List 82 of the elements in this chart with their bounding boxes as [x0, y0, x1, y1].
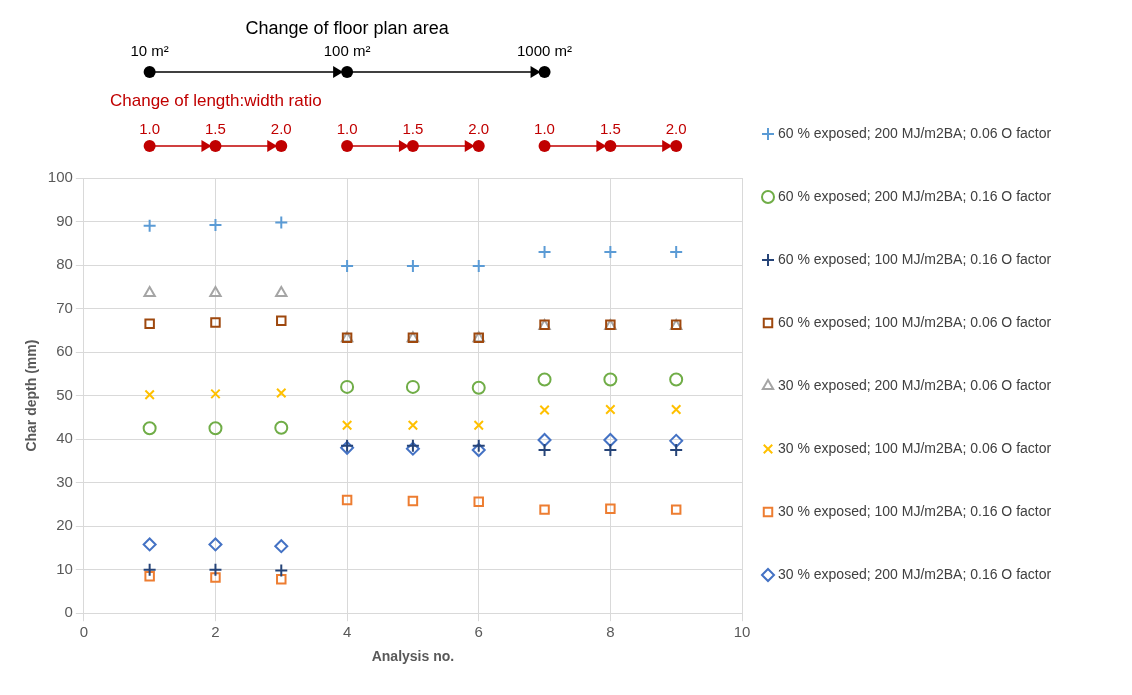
point	[144, 389, 155, 400]
legend-label: 60 % exposed; 100 MJ/m2BA; 0.16 O factor	[778, 250, 1052, 267]
point	[144, 318, 155, 330]
point	[405, 379, 420, 394]
point	[144, 570, 155, 582]
legend-label: 30 % exposed; 100 MJ/m2BA; 0.16 O factor	[778, 502, 1052, 519]
y-tick-label: 10	[56, 559, 73, 577]
x-tick-label: 0	[79, 623, 88, 641]
point	[210, 317, 221, 328]
x-tick-label: 4	[342, 623, 352, 641]
point	[210, 572, 221, 583]
point	[603, 244, 618, 259]
y-axis-title: Char depth (mm)	[23, 339, 40, 452]
point	[209, 285, 222, 297]
point	[605, 503, 616, 514]
point	[471, 258, 486, 273]
point	[669, 433, 684, 448]
point	[208, 537, 223, 552]
point	[603, 372, 618, 387]
point	[340, 379, 355, 394]
point	[208, 218, 223, 232]
y-tick-label: 50	[56, 385, 73, 403]
point	[276, 387, 287, 399]
point	[341, 419, 353, 431]
y-tick-label: 70	[56, 298, 73, 316]
point	[341, 494, 353, 506]
point	[210, 388, 221, 400]
point	[473, 419, 484, 431]
x-tick-label: 6	[474, 623, 483, 641]
point	[274, 539, 289, 554]
point	[537, 244, 552, 259]
point	[539, 404, 550, 416]
y-tick-label: 30	[56, 472, 73, 490]
point	[471, 438, 486, 453]
legend-label: 30 % exposed; 200 MJ/m2BA; 0.06 O factor	[778, 376, 1052, 393]
legend-label: 30 % exposed; 200 MJ/m2BA; 0.16 O factor	[778, 565, 1052, 582]
point	[537, 372, 552, 387]
point	[603, 432, 618, 447]
y-tick-label: 40	[56, 429, 73, 447]
y-tick-label: 20	[56, 516, 73, 534]
legend-label: 60 % exposed; 100 MJ/m2BA; 0.06 O factor	[778, 313, 1052, 330]
point	[142, 562, 157, 577]
legend-label: 60 % exposed; 200 MJ/m2BA; 0.16 O factor	[778, 187, 1052, 204]
point	[407, 419, 419, 431]
point	[605, 404, 616, 415]
point	[537, 443, 552, 457]
point	[471, 443, 486, 457]
y-tick-label: 60	[56, 342, 73, 360]
y-tick-label: 90	[56, 211, 73, 229]
point	[340, 258, 355, 273]
point	[471, 380, 486, 395]
point	[669, 244, 684, 259]
point	[670, 504, 682, 515]
point	[669, 443, 684, 457]
point	[142, 421, 157, 436]
point	[276, 574, 287, 585]
point	[142, 218, 157, 233]
x-tick-label: 8	[606, 623, 615, 641]
y-tick-label: 80	[56, 255, 73, 273]
point	[142, 537, 157, 552]
point	[208, 421, 223, 436]
point	[274, 215, 289, 230]
point	[274, 563, 289, 578]
point	[537, 432, 552, 447]
point	[473, 496, 484, 508]
x-tick-label: 10	[733, 623, 751, 641]
point	[407, 495, 419, 507]
point	[208, 562, 223, 577]
y-tick-label: 0	[64, 603, 73, 621]
legend-label: 30 % exposed; 100 MJ/m2BA; 0.06 O factor	[778, 439, 1052, 456]
point	[670, 404, 682, 415]
y-tick-label: 100	[47, 168, 73, 186]
point	[143, 285, 156, 297]
point	[405, 258, 420, 273]
point	[276, 315, 287, 326]
point	[539, 504, 550, 515]
point	[603, 443, 618, 457]
point	[275, 285, 288, 297]
x-axis-title: Analysis no.	[371, 648, 455, 665]
point	[274, 420, 289, 435]
point	[669, 372, 684, 387]
x-tick-label: 2	[211, 623, 220, 641]
